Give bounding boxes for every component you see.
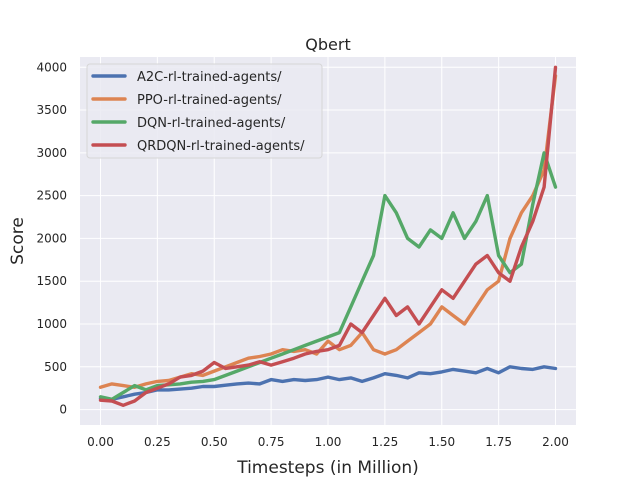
- series-line-qrdqn-rl-trained-agents: [98, 65, 558, 407]
- legend-label: QRDQN-rl-trained-agents/: [137, 139, 305, 154]
- x-axis-title: Timesteps (in Million): [236, 458, 419, 478]
- x-tick-label: 1.25: [372, 435, 399, 449]
- y-tick-label: 1500: [36, 274, 67, 288]
- y-tick-label: 2000: [36, 231, 67, 245]
- x-tick-label: 2.00: [542, 435, 569, 449]
- x-tick-label: 1.75: [485, 435, 512, 449]
- y-tick-label: 3500: [36, 103, 67, 117]
- y-tick-label: 3000: [36, 146, 67, 160]
- y-tick-label: 0: [59, 403, 67, 417]
- y-tick-label: 500: [44, 360, 67, 374]
- x-tick-label: 0.25: [144, 435, 171, 449]
- chart-title: Qbert: [305, 35, 350, 54]
- series-layer: [98, 65, 558, 407]
- series-line-dqn-rl-trained-agents: [98, 151, 558, 401]
- y-axis-title: Score: [8, 217, 28, 265]
- y-tick-label: 2500: [36, 189, 67, 203]
- y-tick-labels: 0 500 1000 1500 2000 2500 3000 3500 4000: [36, 60, 67, 416]
- legend-label: DQN-rl-trained-agents/: [137, 116, 286, 131]
- x-tick-label: 0.00: [87, 435, 114, 449]
- y-tick-label: 4000: [36, 60, 67, 74]
- x-tick-label: 1.50: [428, 435, 455, 449]
- legend-label: PPO-rl-trained-agents/: [137, 93, 282, 108]
- legend-box: [86, 63, 323, 159]
- series-line-a2c-rl-trained-agents: [98, 365, 558, 401]
- x-tick-label: 0.50: [201, 435, 228, 449]
- x-tick-label: 0.75: [258, 435, 285, 449]
- x-tick-label: 1.00: [315, 435, 342, 449]
- x-tick-labels: 0.00 0.25 0.50 0.75 1.00 1.25 1.50 1.75 2.00: [87, 435, 569, 449]
- legend-label: A2C-rl-trained-agents/: [137, 70, 282, 85]
- legend: A2C-rl-trained-agents/PPO-rl-trained-age…: [86, 63, 323, 159]
- y-tick-label: 1000: [36, 317, 67, 331]
